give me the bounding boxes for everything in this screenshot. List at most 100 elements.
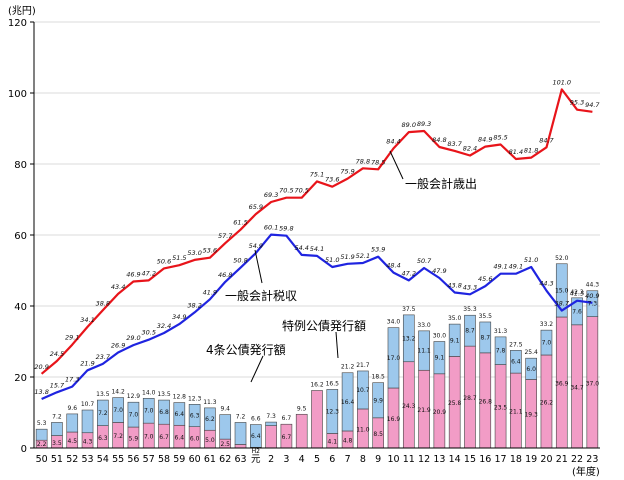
label-tax-21: 52.1 (356, 252, 370, 260)
label-expenditure-35: 95.3 (570, 99, 584, 107)
label-expenditure-13: 61.5 (233, 219, 247, 227)
bar-special-bonds-32 (525, 357, 537, 380)
bar-construction-bonds-15 (265, 425, 277, 449)
label-bar-total-18: 16.2 (310, 381, 324, 388)
x-tick-sublabel: H2 (252, 448, 261, 455)
label-tax-22: 53.9 (371, 246, 385, 254)
label-special-bonds-31: 6.4 (511, 359, 521, 366)
x-tick-label-26: 13 (433, 454, 445, 465)
label-expenditure-9: 51.5 (172, 254, 186, 262)
x-tick-label-5: 55 (112, 454, 124, 465)
bar-special-bonds-9 (173, 402, 186, 426)
label-bar-total-23: 34.0 (387, 319, 401, 326)
label-tax-10: 38.2 (187, 301, 201, 309)
label-special-bonds-20: 16.4 (341, 399, 355, 406)
label-bar-total-33: 33.2 (540, 321, 554, 328)
label-bar-total-2: 9.6 (67, 405, 77, 412)
label-tax-25: 50.7 (417, 257, 432, 265)
label-tax-19: 51.0 (325, 256, 339, 264)
label-bar-total-19: 16.5 (326, 380, 340, 387)
label-tax-18: 54.1 (310, 245, 324, 253)
y-tick-label-4: 80 (14, 160, 27, 171)
label-special-bonds-25: 11.1 (417, 348, 431, 355)
label-expenditure-33: 84.7 (539, 136, 554, 144)
label-expenditure-34: 101.0 (552, 78, 571, 86)
label-tax-27: 43.8 (447, 282, 461, 290)
label-tax-30: 49.1 (493, 263, 507, 271)
bar-special-bonds-14 (250, 424, 262, 448)
label-special-bonds-7: 7.0 (144, 408, 154, 415)
label-tax-33: 44.3 (539, 280, 553, 288)
label-tax-3: 21.9 (80, 359, 94, 367)
label-bar-total-5: 14.2 (111, 389, 125, 396)
bar-special-bonds-3 (81, 409, 94, 434)
x-tick-label-1: 51 (51, 454, 63, 465)
label-construction-bonds-27: 25.8 (448, 400, 462, 407)
annotation-special-bonds: 特例公債発行額 (282, 318, 366, 333)
label-tax-4: 23.7 (96, 353, 111, 361)
label-special-bonds-35: 7.6 (572, 308, 582, 315)
label-bar-total-29: 35.5 (479, 313, 493, 320)
label-tax-11: 41.9 (203, 288, 217, 296)
bar-special-bonds-11 (204, 407, 216, 431)
label-expenditure-22: 78.5 (371, 158, 385, 166)
bar-special-bonds-15 (265, 421, 277, 426)
x-tick-label-4: 54 (97, 454, 109, 465)
label-bar-total-0: 5.3 (37, 420, 47, 427)
label-tax-2: 17.3 (65, 376, 79, 384)
label-construction-bonds-2: 4.5 (67, 438, 77, 445)
label-bar-total-15: 7.3 (266, 413, 276, 420)
label-construction-bonds-35: 34.7 (570, 384, 584, 391)
label-special-bonds-30: 7.8 (496, 348, 506, 355)
label-expenditure-17: 70.5 (294, 187, 308, 195)
x-tick-label-27: 14 (449, 454, 461, 465)
label-tax-29: 45.6 (478, 275, 492, 283)
x-tick-label-19: 6 (329, 454, 335, 465)
label-bar-total-22: 18.5 (372, 374, 386, 381)
label-tax-24: 47.2 (402, 269, 416, 277)
label-expenditure-12: 57.7 (218, 232, 233, 240)
label-construction-bonds-33: 26.2 (540, 399, 554, 406)
label-tax-15: 60.1 (264, 224, 278, 232)
y-tick-label-6: 120 (8, 18, 27, 29)
label-construction-bonds-9: 6.4 (175, 435, 185, 442)
label-construction-bonds-0: 2.2 (37, 441, 47, 448)
bar-special-bonds-12 (219, 414, 232, 440)
bar-special-bonds-5 (112, 397, 124, 423)
bar-special-bonds-36 (586, 290, 599, 317)
label-bar-total-36: 44.3 (586, 282, 600, 289)
label-expenditure-21: 78.8 (356, 157, 370, 165)
label-special-bonds-24: 13.2 (402, 335, 416, 342)
label-tax-0: 13.8 (34, 388, 48, 396)
x-tick-label-0: 50 (36, 454, 48, 465)
label-bar-total-28: 35.3 (463, 306, 477, 313)
label-expenditure-14: 65.9 (249, 203, 263, 211)
label-bar-total-17: 9.5 (297, 405, 307, 412)
bar-special-bonds-20 (341, 372, 354, 432)
x-tick-label-3: 53 (81, 454, 93, 465)
bar-special-bonds-31 (510, 350, 522, 374)
x-tick-label-12: 62 (219, 454, 231, 465)
x-tick-label-34: 21 (556, 454, 568, 465)
label-bar-total-35: 42.3 (570, 289, 584, 296)
label-tax-13: 50.8 (233, 257, 247, 265)
label-special-bonds-29: 8.7 (480, 334, 490, 341)
label-tax-35: 41.5 (570, 290, 584, 298)
y-axis-label: (兆円) (8, 5, 36, 17)
label-bar-total-8: 13.5 (157, 391, 171, 398)
x-tick-label-10: 60 (189, 454, 201, 465)
label-construction-bonds-36: 37.0 (586, 380, 600, 387)
label-expenditure-28: 82.4 (463, 144, 477, 152)
annotation-leader-construction-bonds (250, 355, 264, 383)
bar-special-bonds-23 (387, 327, 400, 389)
annotation-expenditure: 一般会計歳出 (405, 176, 477, 191)
bar-special-bonds-7 (142, 397, 155, 424)
label-bar-total-3: 10.7 (81, 401, 95, 408)
label-tax-31: 49.1 (509, 263, 523, 271)
annotation-leader-tax (254, 249, 263, 284)
label-expenditure-19: 73.6 (325, 176, 339, 184)
bar-special-bonds-1 (51, 422, 63, 436)
label-construction-bonds-10: 6.0 (190, 435, 200, 442)
y-tick-label-5: 100 (8, 89, 27, 100)
